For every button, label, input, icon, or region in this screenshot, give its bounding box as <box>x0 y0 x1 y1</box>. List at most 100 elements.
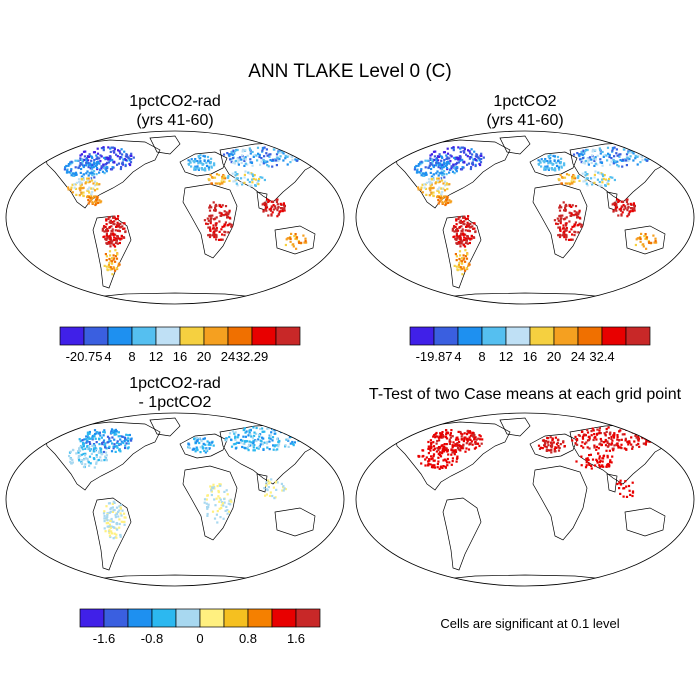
lake-cell <box>227 502 230 505</box>
lake-cell <box>305 241 308 244</box>
lake-cell <box>459 266 462 269</box>
lake-cell <box>302 234 305 237</box>
lake-cell <box>429 463 432 466</box>
map-panel-1 <box>5 130 345 305</box>
lake-cell <box>630 429 633 432</box>
lake-cell <box>286 155 289 158</box>
lake-cell <box>268 448 271 451</box>
lake-cell <box>547 162 550 165</box>
lake-cell <box>445 431 448 435</box>
lake-cell <box>432 191 435 194</box>
lake-cell <box>99 160 102 163</box>
lake-cell <box>109 525 112 528</box>
lake-cell <box>106 441 109 444</box>
lake-cell <box>102 149 105 152</box>
lake-cell <box>81 161 84 164</box>
lake-cell <box>458 261 461 264</box>
lake-cell <box>119 222 122 225</box>
lake-cell <box>70 168 73 171</box>
lake-cell <box>467 149 470 152</box>
lake-cell <box>441 172 444 175</box>
lake-cell <box>440 432 443 435</box>
lake-cell <box>435 161 438 164</box>
lake-cell <box>63 168 66 171</box>
lake-cell <box>234 180 237 183</box>
lake-cell <box>419 171 422 175</box>
lake-cell <box>608 449 611 452</box>
greenland-outline <box>149 417 181 437</box>
lake-cell <box>255 439 258 443</box>
lake-cell <box>240 181 243 184</box>
lake-cell <box>610 443 613 446</box>
lake-cell <box>448 199 451 202</box>
lake-cell <box>480 442 483 445</box>
lake-cell <box>272 204 275 207</box>
lake-cell <box>205 502 208 505</box>
lake-cell <box>280 207 283 210</box>
lake-cell <box>204 167 207 170</box>
lake-cell <box>118 157 121 160</box>
lake-cell <box>103 172 106 175</box>
lake-cell <box>109 440 112 443</box>
lake-cell <box>265 206 269 209</box>
lake-cell <box>218 204 221 208</box>
lake-cell <box>438 186 441 189</box>
lake-cell <box>115 444 118 448</box>
lake-cell <box>99 456 102 459</box>
lake-cell <box>243 427 247 430</box>
lake-cell <box>81 459 84 462</box>
lake-cell <box>458 257 461 261</box>
lake-cell <box>430 458 433 461</box>
lake-cell <box>254 178 257 181</box>
lake-cell <box>614 160 617 163</box>
lake-cell <box>102 163 105 166</box>
lake-cell <box>625 199 628 202</box>
colorbar-swatch <box>457 326 483 346</box>
lake-cell <box>545 445 548 449</box>
lake-cell <box>439 187 443 190</box>
lake-cell <box>128 159 131 162</box>
lake-cell <box>284 243 287 247</box>
lake-cell <box>289 240 292 243</box>
lake-cell <box>86 444 89 448</box>
lake-cell <box>208 447 211 450</box>
lake-cell <box>195 436 198 440</box>
lake-cell <box>593 446 596 449</box>
lake-cell <box>108 523 111 526</box>
lake-cell <box>95 173 98 176</box>
lake-cell <box>585 148 588 152</box>
lake-cell <box>263 430 266 433</box>
lake-cell <box>547 441 550 444</box>
lake-cell <box>218 497 221 500</box>
lake-cell <box>437 174 440 177</box>
lake-cell <box>228 216 231 219</box>
lake-cell <box>581 157 585 160</box>
lake-cell <box>216 182 219 185</box>
lake-cell <box>446 156 449 159</box>
lake-cell <box>455 259 458 262</box>
lake-cell <box>584 177 587 180</box>
lake-cell <box>584 159 588 163</box>
lake-cell <box>234 159 238 163</box>
lake-cell <box>94 432 97 436</box>
lake-cell <box>69 171 72 175</box>
lake-cell <box>113 269 117 272</box>
lake-cell <box>462 222 465 225</box>
lake-cell <box>97 201 100 204</box>
colorbar-swatch <box>409 326 435 346</box>
lake-cell <box>281 489 284 492</box>
lake-cell <box>635 429 638 433</box>
lake-cell <box>72 174 75 177</box>
lake-cell <box>222 175 225 178</box>
lake-cell <box>458 241 461 244</box>
lake-cell <box>443 450 446 453</box>
lake-cell <box>108 265 111 268</box>
lake-cell <box>640 155 643 158</box>
lake-cell <box>430 443 433 446</box>
lake-cell <box>537 162 540 165</box>
lake-cell <box>455 232 458 235</box>
lake-cell <box>93 466 96 469</box>
lake-cell <box>84 182 87 185</box>
lake-cell <box>439 436 442 439</box>
lake-cell <box>218 230 221 233</box>
